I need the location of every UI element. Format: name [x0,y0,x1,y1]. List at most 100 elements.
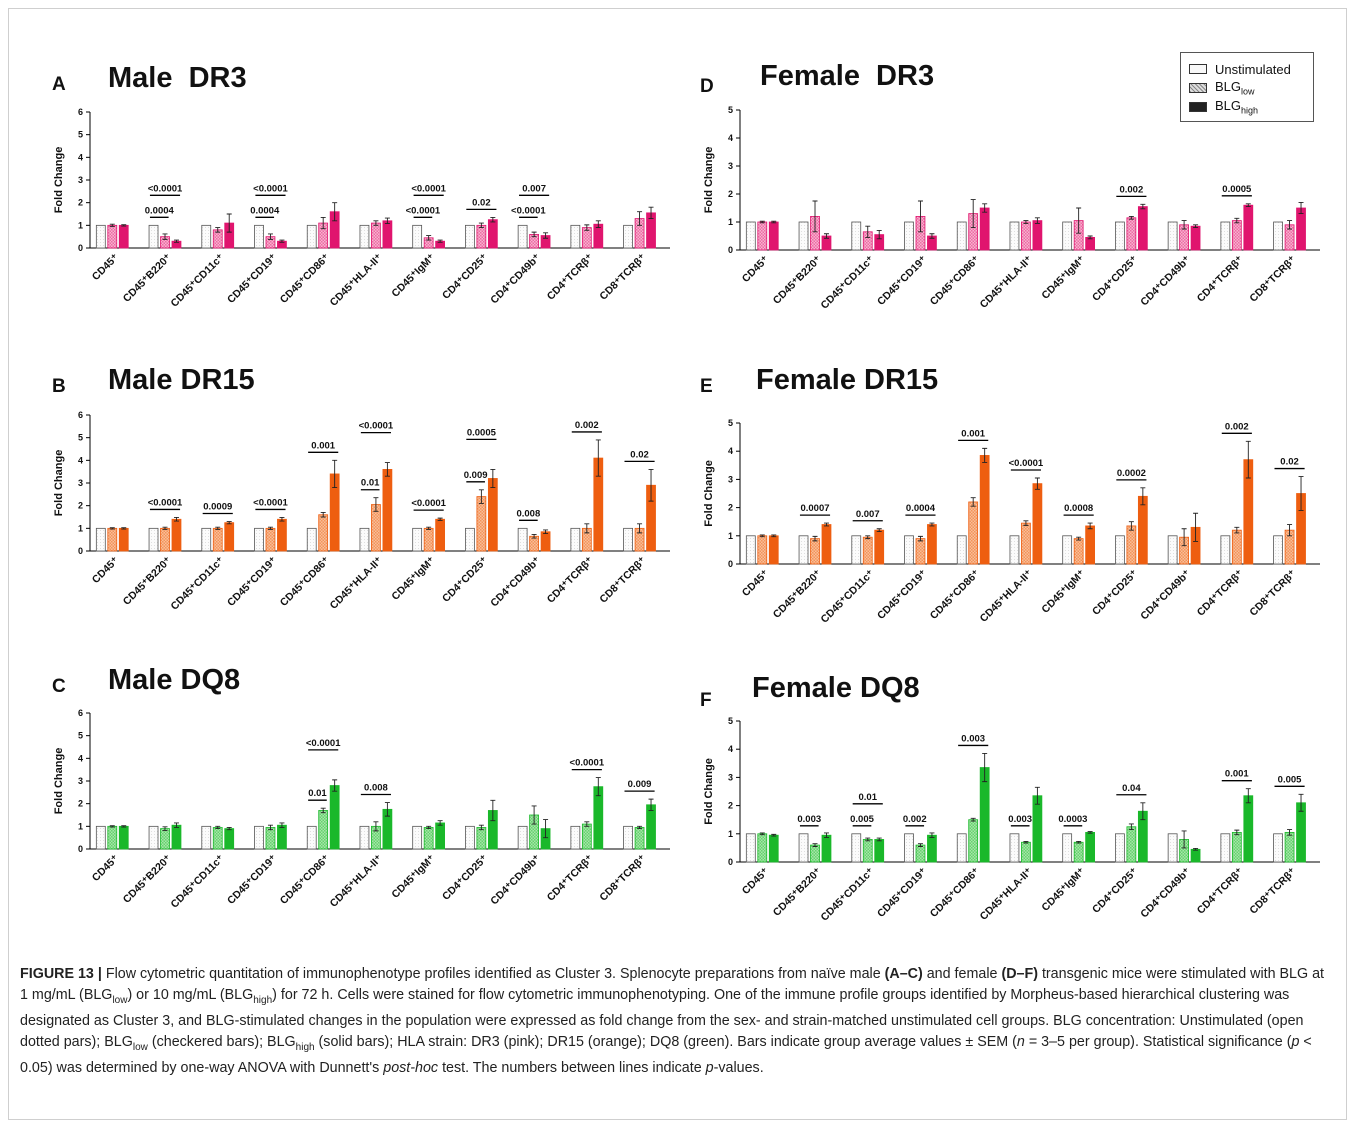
error-bar [162,826,168,831]
bar [1126,826,1137,863]
x-tick-label: CD45⁺IgM⁺ [1039,253,1087,301]
bar [382,220,393,249]
error-bar [173,822,179,828]
bar [968,501,979,565]
x-tick-label: CD45⁺CD11c⁺ [169,251,227,309]
error-bar [1076,207,1082,234]
x-tick-label: CD4⁺CD49b⁺ [1138,865,1193,920]
error-bar [1298,793,1304,812]
x-tick-label: CD45⁺IgM⁺ [389,554,437,602]
error-bar [1023,520,1029,526]
bar [435,822,446,850]
bar [768,535,779,565]
bar [1167,535,1178,565]
bar [851,833,862,863]
bar [1021,841,1031,863]
bar [1115,833,1125,863]
y-tick-label: 1 [728,531,733,541]
error-bar [865,225,871,238]
x-tick-label: CD45⁺CD19⁺ [875,567,930,622]
error-bar [1181,220,1187,230]
bar [201,825,212,850]
error-bar [759,832,765,836]
bar [1220,535,1231,565]
caption-text: < 0.05) was determined by one-way ANOVA … [20,1033,1312,1076]
x-tick-label: CD4⁺TCRβ⁺ [545,852,596,903]
bar [254,825,264,850]
y-tick-label: 1 [728,829,733,839]
error-bar [584,224,590,231]
caption-bold: (A–C) [884,966,923,982]
x-tick-label: CD45⁺IgM⁺ [1039,567,1087,615]
error-bar [876,528,882,533]
error-bar [226,213,232,233]
error-bar [1245,788,1251,804]
error-bar [1087,831,1093,834]
error-bar [1076,536,1082,541]
panel-letter: C [52,676,66,697]
error-bar [279,517,285,522]
y-tick-label: 0 [78,243,83,253]
error-bar [1128,823,1134,831]
error-bar [426,235,432,241]
bar [1137,495,1148,565]
caption-italic: post-hoc [383,1059,439,1076]
x-tick-label: CD4⁺TCRβ⁺ [545,554,596,605]
legend-item-high: BLGhigh [1189,98,1259,116]
error-bar [648,206,654,219]
error-bar [384,217,390,224]
error-bar [1128,521,1134,531]
x-tick-label: CD45⁺CD11c⁺ [819,567,877,625]
x-tick-label: CD45⁺CD86⁺ [278,251,333,306]
caption-italic: p [1291,1033,1300,1050]
y-axis-label: Fold Change [53,147,65,214]
bar [1032,795,1043,863]
chart-panel-f: 0 1 2 3 4 5 Fold Change CD45⁺ CD45⁺B220⁺ CD45⁺CD1… [690,681,1330,952]
error-bar [759,220,765,224]
error-bar [929,832,935,838]
x-tick-label: CD45⁺CD19⁺ [875,253,930,308]
bar [148,527,159,552]
error-bar [173,517,179,522]
p-value-label: <0.0001 [406,205,441,216]
legend-item-low: BLGlow [1189,79,1255,97]
p-value-label: <0.0001 [1009,458,1044,469]
bar [540,531,551,552]
x-tick-label: CD4⁺CD25⁺ [440,852,490,902]
x-tick-label: CD4⁺CD25⁺ [440,554,490,604]
error-bar [437,517,443,521]
legend-high-sub: high [1241,105,1259,116]
error-bar [595,220,601,229]
x-tick-label: CD4⁺CD25⁺ [1090,865,1140,915]
p-value-label: 0.0005 [467,427,497,438]
bar [1273,833,1283,863]
error-bar [917,200,923,233]
p-value-label: 0.001 [311,440,335,451]
bar [371,222,381,249]
error-bar [595,777,601,797]
bar [1085,831,1096,863]
x-tick-label: CD45⁺ [740,253,772,285]
x-tick-label: CD4⁺CD49b⁺ [488,251,543,306]
y-tick-label: 4 [78,152,83,162]
x-tick-label: CD4⁺TCRβ⁺ [1195,865,1246,916]
bar [768,221,779,251]
bar [904,221,914,251]
error-bar [982,752,988,783]
caption-text: ) for 72 h. Cells were stained for flow … [20,987,1304,1050]
bar [798,221,809,251]
panel-letter: F [700,690,712,711]
p-value-label: 0.009 [628,779,652,790]
p-value-label: 0.0009 [203,502,232,513]
caption-text: -values. [713,1059,764,1076]
x-tick-label: CD4⁺CD49b⁺ [488,852,543,907]
bar [1137,206,1148,251]
bar [1115,221,1125,251]
y-tick-label: 4 [78,753,83,763]
y-tick-label: 6 [78,708,83,718]
error-bar [1193,512,1199,542]
error-bar [490,216,496,223]
bar [821,524,832,565]
bar [1009,535,1020,565]
bar [465,224,475,249]
